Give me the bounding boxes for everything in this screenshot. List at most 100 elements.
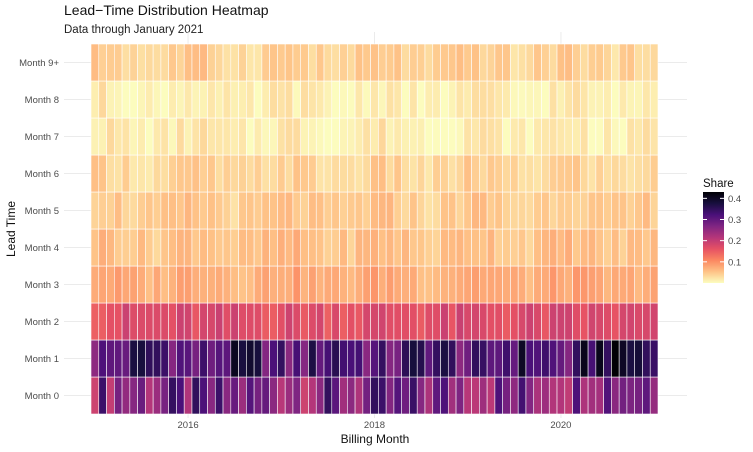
heatmap-cell [121,302,131,341]
heatmap-cell [261,376,270,415]
heatmap-cell [626,339,635,378]
heatmap-cell [634,191,643,230]
heatmap-cell [269,376,278,415]
heatmap-cell [90,265,100,304]
heatmap-cell [494,80,503,119]
heatmap-cell [308,302,317,341]
heatmap-cell [603,302,612,341]
heatmap-cell [564,43,573,82]
heatmap-cell [432,228,441,267]
heatmap-cell [152,117,162,156]
heatmap-cell [580,43,589,82]
heatmap-cell [292,228,302,267]
heatmap-cell [339,154,348,193]
heatmap-cell [121,265,131,304]
heatmap-cell [510,117,519,156]
heatmap-cell [393,154,402,193]
heatmap-cell [114,376,123,415]
heatmap-cell [447,339,457,378]
heatmap-cell [238,80,247,119]
heatmap-cell [176,265,185,304]
heatmap-cell [370,376,379,415]
legend-colorbar [703,192,724,283]
heatmap-cell [572,265,581,304]
heatmap-cell [424,80,434,119]
heatmap-cell [626,265,635,304]
heatmap-cell [486,339,496,378]
heatmap-cell [222,265,232,304]
heatmap-cell [315,302,325,341]
heatmap-cell [401,43,410,82]
heatmap-cell [611,43,620,82]
heatmap-cell [393,117,402,156]
heatmap-cell [393,302,402,341]
heatmap-cell [168,117,177,156]
heatmap-cell [479,117,488,156]
heatmap-cell [634,117,643,156]
heatmap-cell [214,339,224,378]
heatmap-cell [238,339,247,378]
heatmap-cell [183,265,193,304]
heatmap-cell [401,154,410,193]
heatmap-cell [409,191,418,230]
heatmap-cell [595,80,604,119]
heatmap-cell [238,43,247,82]
heatmap-cell [556,80,566,119]
heatmap-cell [261,43,270,82]
heatmap-cell [479,302,488,341]
y-axis-title: Lead Time [4,201,18,257]
legend-title: Share [703,178,734,190]
heatmap-cell [277,302,286,341]
heatmap-cell [230,339,239,378]
heatmap-cell [238,302,247,341]
heatmap-cell [432,43,441,82]
heatmap-cell [393,265,402,304]
heatmap-cell [611,339,620,378]
heatmap-cell [432,117,441,156]
heatmap-cell [183,154,193,193]
heatmap-cell [603,154,612,193]
heatmap-cell [331,339,340,378]
heatmap-cell [611,376,620,415]
heatmap-cell [618,228,628,267]
heatmap-cell [471,191,480,230]
heatmap-cell [572,191,581,230]
heatmap-cell [447,117,457,156]
heatmap-cell [463,302,472,341]
heatmap-cell [106,376,115,415]
heatmap-cell [548,302,558,341]
heatmap-cell [533,43,542,82]
heatmap-cell [191,117,201,156]
heatmap-cell [292,154,302,193]
heatmap-cell [510,339,519,378]
heatmap-cell [331,228,340,267]
heatmap-cell [145,80,154,119]
heatmap-cell [315,228,325,267]
heatmap-cell [362,191,371,230]
heatmap-cell [277,228,286,267]
heatmap-cell [572,339,581,378]
heatmap-cell [580,376,589,415]
heatmap-cell [292,265,302,304]
heatmap-cell [370,80,379,119]
heatmap-cell [339,43,348,82]
heatmap-cell [284,191,294,230]
heatmap-cell [98,302,107,341]
heatmap-cell [634,154,643,193]
heatmap-cell [168,43,177,82]
heatmap-cell [300,376,309,415]
heatmap-cell [556,302,566,341]
heatmap-cell [207,376,216,415]
heatmap-cell [424,43,434,82]
heatmap-cell [471,228,480,267]
heatmap-cell [486,191,496,230]
heatmap-cell [479,228,488,267]
heatmap-cell [230,191,239,230]
heatmap-cell [300,43,309,82]
heatmap-cell [176,228,185,267]
heatmap-cell [214,265,224,304]
heatmap-cell [90,80,100,119]
heatmap-cell [207,191,216,230]
heatmap-cell [564,302,573,341]
heatmap-cell [580,339,589,378]
